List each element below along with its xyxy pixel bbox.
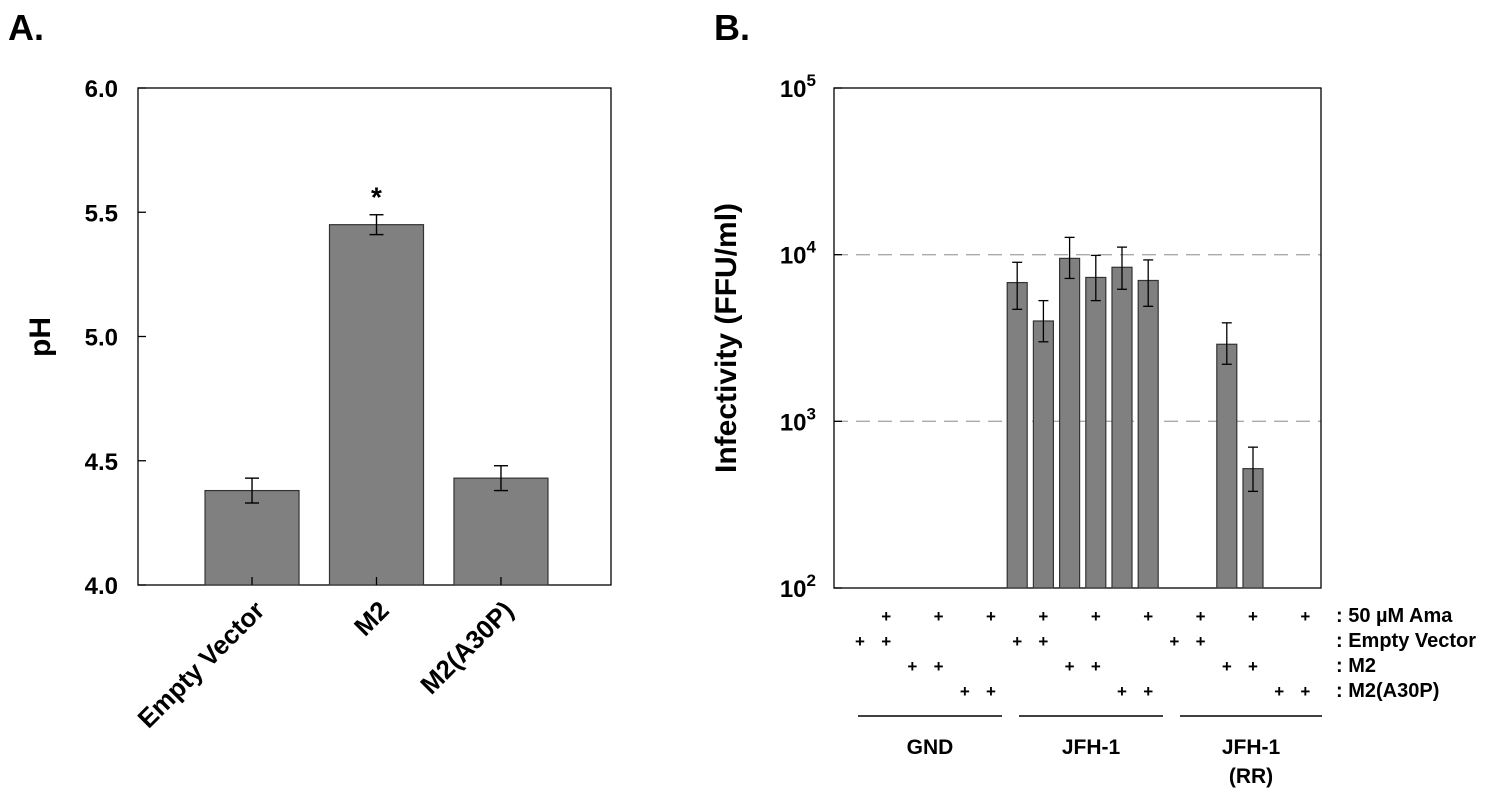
panel-a-x-tick-labels: Empty Vector M2 M2(A30P) [132,595,520,734]
panel-a-bar-1 [328,224,425,586]
panel-a-x-tick-label-2: M2(A30P) [414,595,519,700]
panel-a-y-tick-label-0: 4.0 [85,573,118,600]
panel-b-mark-r0-c5: + [986,607,996,626]
panel-b-mark-r0-c3: + [934,607,944,626]
panel-a-bar-2 [453,477,549,586]
panel-b-condition-label-3: : M2(A30P) [1336,680,1439,702]
panel-b-bar-10 [1111,266,1133,589]
panel-b-mark-r0-c7: + [1038,607,1048,626]
panel-a-x-tick-label-0: Empty Vector [132,595,271,734]
panel-a-y-ticks: 4.0 4.5 5.0 5.5 6.0 [85,76,146,600]
panel-b-bar-9 [1085,276,1107,589]
panel-b-mark-r0-c1: + [881,607,891,626]
panel-b-mark-r2-c14: + [1222,657,1232,676]
panel-b-condition-label-2: : M2 [1336,655,1376,677]
panel-b-bar-6 [1006,281,1028,589]
panel-a-y-tick-label-1: 4.5 [85,449,118,476]
panel-b-mark-r1-c0: + [855,632,865,651]
panel-b-mark-r0-c13: + [1196,607,1206,626]
panel-b-mark-r3-c17: + [1300,682,1310,701]
panel-a: A. pH 4.0 4.5 5.0 5.5 6.0 * Empty Vector M2 M2… [8,7,612,734]
panel-b-y-tick-label-0: 102 [780,571,816,603]
panel-a-x-tick-label-1: M2 [348,595,395,642]
panel-b-condition-label-0: : 50 µM Ama [1336,605,1453,627]
panel-b-mark-r3-c11: + [1143,682,1153,701]
panel-b-mark-r1-c6: + [1012,632,1022,651]
panel-a-y-tick-label-2: 5.0 [85,325,118,352]
panel-a-bars: * [204,182,549,586]
panel-b-mark-r3-c5: + [986,682,996,701]
panel-b-group-label-0-0: GND [907,736,954,759]
panel-b-mark-r2-c9: + [1091,657,1101,676]
panel-b-y-tick-label-3: 105 [780,71,816,103]
panel-b-mark-r3-c4: + [960,682,970,701]
panel-b-mark-r2-c3: + [934,657,944,676]
panel-b-mark-r0-c11: + [1143,607,1153,626]
panel-b-mark-r3-c16: + [1274,682,1284,701]
panel-b-bar-14 [1216,343,1238,589]
panel-a-bar-0 [204,489,300,586]
panel-a-y-tick-label-4: 6.0 [85,76,118,103]
panel-b-mark-r0-c9: + [1091,607,1101,626]
panel-a-y-tick-label-3: 5.5 [85,200,118,227]
panel-b-y-ticks: 102 103 104 105 [780,71,842,603]
panel-b-mark-r1-c1: + [881,632,891,651]
panel-b-mark-r1-c12: + [1169,632,1179,651]
panel-b-group-label-2-1: (RR) [1229,765,1273,788]
panel-a-y-axis-label: pH [24,317,57,357]
panel-b-group-labels: GND JFH-1 JFH-1 (RR) [858,715,1322,788]
panel-b-bars [1006,236,1264,589]
panel-b-group-label-2-0: JFH-1 [1222,736,1281,759]
panel-b-condition-label-1: : Empty Vector [1336,630,1476,652]
panel-a-annotation-0: * [371,182,382,213]
panel-a-label: A. [8,7,44,48]
panel-b-mark-r1-c7: + [1038,632,1048,651]
panel-b-condition-table: + + + + + + + + + : 50 µM Ama + + + + + + : Empty Vector… [855,605,1476,702]
panel-b-y-axis-label: Infectivity (FFU/ml) [710,203,743,473]
panel-b-mark-r2-c2: + [907,657,917,676]
panel-b-mark-r0-c17: + [1300,607,1310,626]
panel-b-y-tick-label-1: 103 [780,404,816,436]
panel-b-bar-7 [1032,320,1055,589]
panel-b-group-label-1-0: JFH-1 [1062,736,1121,759]
panel-b-mark-r0-c15: + [1248,607,1258,626]
panel-b-y-tick-label-2: 104 [780,238,817,270]
panel-b-label: B. [714,7,750,48]
panel-b-mark-r2-c15: + [1248,657,1258,676]
panel-b-bar-11 [1137,279,1159,589]
panel-b-mark-r3-c10: + [1117,682,1127,701]
panel-b-bar-8 [1058,257,1081,589]
panel-b-mark-r2-c8: + [1065,657,1075,676]
panel-b-mark-r1-c13: + [1196,632,1206,651]
